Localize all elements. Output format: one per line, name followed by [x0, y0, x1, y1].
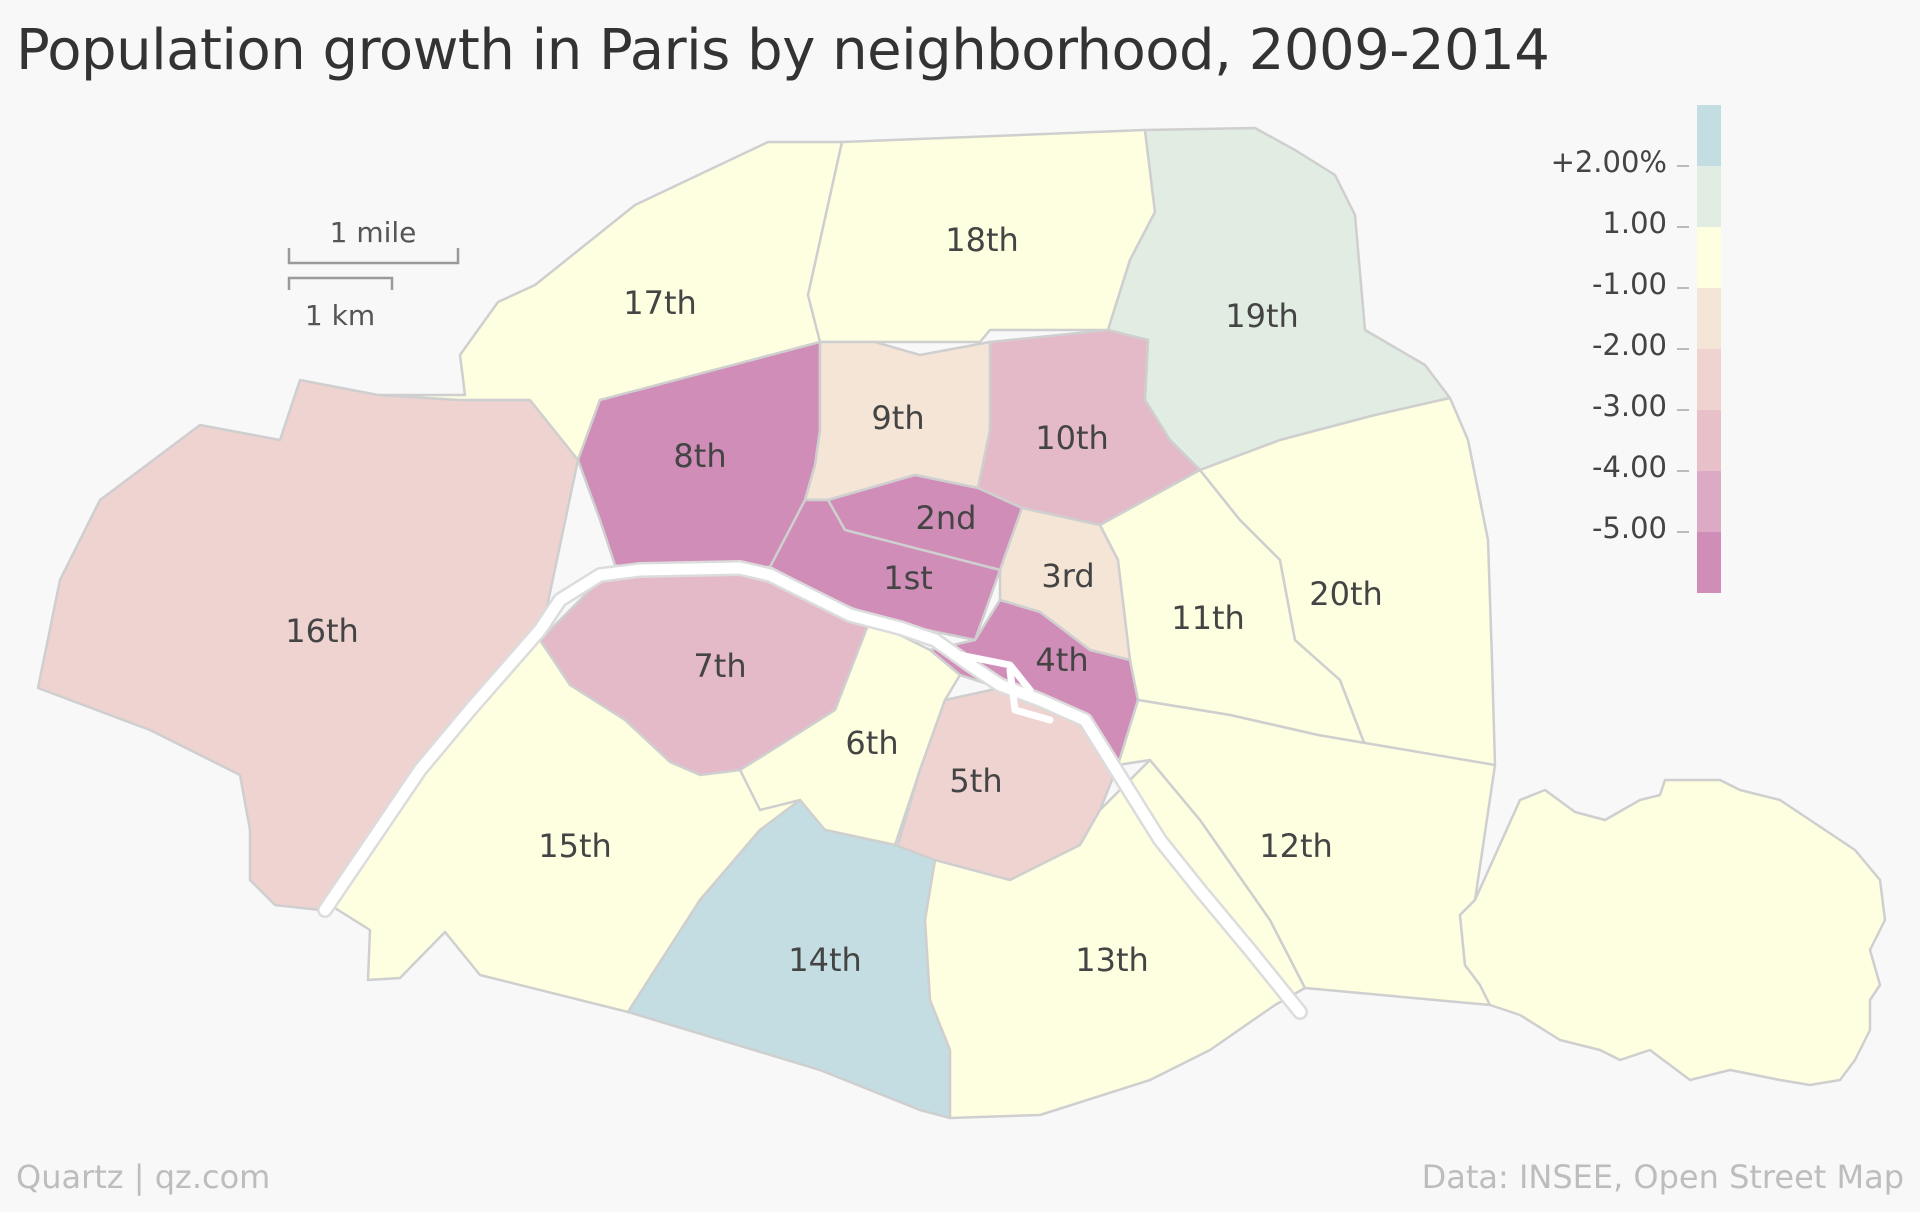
legend-swatch: [1697, 349, 1721, 410]
district-12th-vincennes[interactable]: [1458, 778, 1887, 1087]
legend-label: +2.00%: [1551, 145, 1667, 179]
district-label-3rd: 3rd: [1041, 557, 1094, 595]
legend-swatch: [1697, 532, 1721, 593]
district-label-20th: 20th: [1309, 575, 1383, 613]
scale-km-label: 1 km: [305, 299, 375, 332]
legend-label: 1.00: [1602, 206, 1667, 240]
district-20th[interactable]: [1198, 396, 1497, 767]
district-label-8th: 8th: [673, 437, 726, 475]
legend-swatch: [1697, 166, 1721, 227]
legend-label: -5.00: [1592, 511, 1667, 545]
district-label-5th: 5th: [949, 762, 1002, 800]
legend-label: -2.00: [1592, 328, 1667, 362]
district-label-7th: 7th: [693, 647, 746, 685]
district-label-19th: 19th: [1225, 297, 1299, 335]
scale-km-bar: [287, 276, 394, 290]
district-label-9th: 9th: [871, 399, 924, 437]
legend-swatch: [1697, 105, 1721, 166]
legend-swatch: [1697, 471, 1721, 532]
legend-label: -1.00: [1592, 267, 1667, 301]
district-label-16th: 16th: [285, 612, 359, 650]
district-label-6th: 6th: [845, 724, 898, 762]
district-label-12th: 12th: [1259, 827, 1333, 865]
district-13th[interactable]: [923, 758, 1307, 1120]
scale-mile-label: 1 mile: [330, 216, 417, 249]
legend-swatch: [1697, 410, 1721, 471]
district-label-11th: 11th: [1171, 599, 1245, 637]
seine-river: [317, 560, 1308, 1020]
legend-label: -3.00: [1592, 389, 1667, 423]
district-label-10th: 10th: [1035, 419, 1109, 457]
footer-data-source: Data: INSEE, Open Street Map: [1421, 1158, 1904, 1196]
scale-bar: 1 mile 1 km: [287, 216, 460, 332]
footer-source-quartz: Quartz | qz.com: [16, 1158, 271, 1196]
legend-swatch: [1697, 227, 1721, 288]
legend-label: -4.00: [1592, 450, 1667, 484]
district-label-13th: 13th: [1075, 941, 1149, 979]
district-label-2nd: 2nd: [916, 499, 977, 537]
district-label-18th: 18th: [945, 221, 1019, 259]
district-label-14th: 14th: [788, 941, 862, 979]
scale-mile-bar: [287, 248, 460, 265]
district-label-15th: 15th: [538, 827, 612, 865]
district-16th[interactable]: [36, 378, 580, 912]
legend-swatch: [1697, 288, 1721, 349]
district-label-17th: 17th: [623, 284, 697, 322]
legend: +2.00% 1.00 -1.00 -2.00 -3.00 -4.00 -5.00: [1551, 105, 1721, 593]
chart-title: Population growth in Paris by neighborho…: [16, 18, 1550, 83]
district-label-1st: 1st: [883, 559, 933, 597]
district-label-4th: 4th: [1035, 641, 1088, 679]
